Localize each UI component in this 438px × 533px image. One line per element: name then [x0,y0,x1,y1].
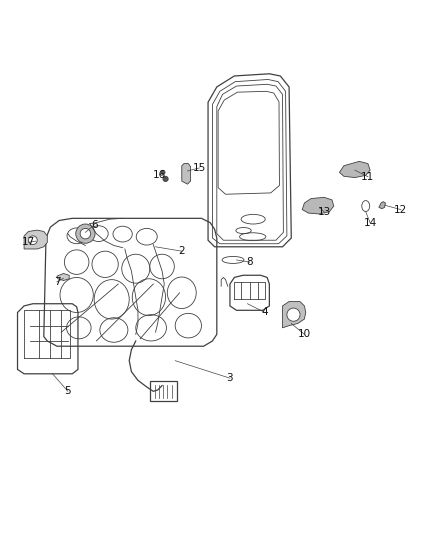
Text: 14: 14 [364,217,377,228]
Polygon shape [182,164,191,184]
Text: 16: 16 [153,169,166,180]
Text: 15: 15 [193,163,206,173]
Circle shape [161,170,165,174]
Polygon shape [24,230,47,249]
Circle shape [76,224,95,243]
Circle shape [28,236,37,245]
Circle shape [80,229,91,239]
Polygon shape [57,273,69,280]
Text: 10: 10 [298,329,311,340]
Polygon shape [302,197,334,214]
Text: 5: 5 [64,386,71,397]
Polygon shape [379,201,385,209]
Text: 11: 11 [361,172,374,182]
Text: 2: 2 [178,246,185,256]
Text: 6: 6 [91,220,98,230]
Circle shape [163,176,168,182]
Circle shape [287,308,300,321]
Polygon shape [339,161,370,177]
Text: 7: 7 [53,277,60,287]
Polygon shape [283,302,306,328]
Text: 8: 8 [246,257,253,267]
Text: 3: 3 [226,373,233,383]
Text: 4: 4 [261,308,268,318]
Text: 12: 12 [394,205,407,215]
Text: 17: 17 [22,237,35,247]
Text: 13: 13 [318,207,331,217]
